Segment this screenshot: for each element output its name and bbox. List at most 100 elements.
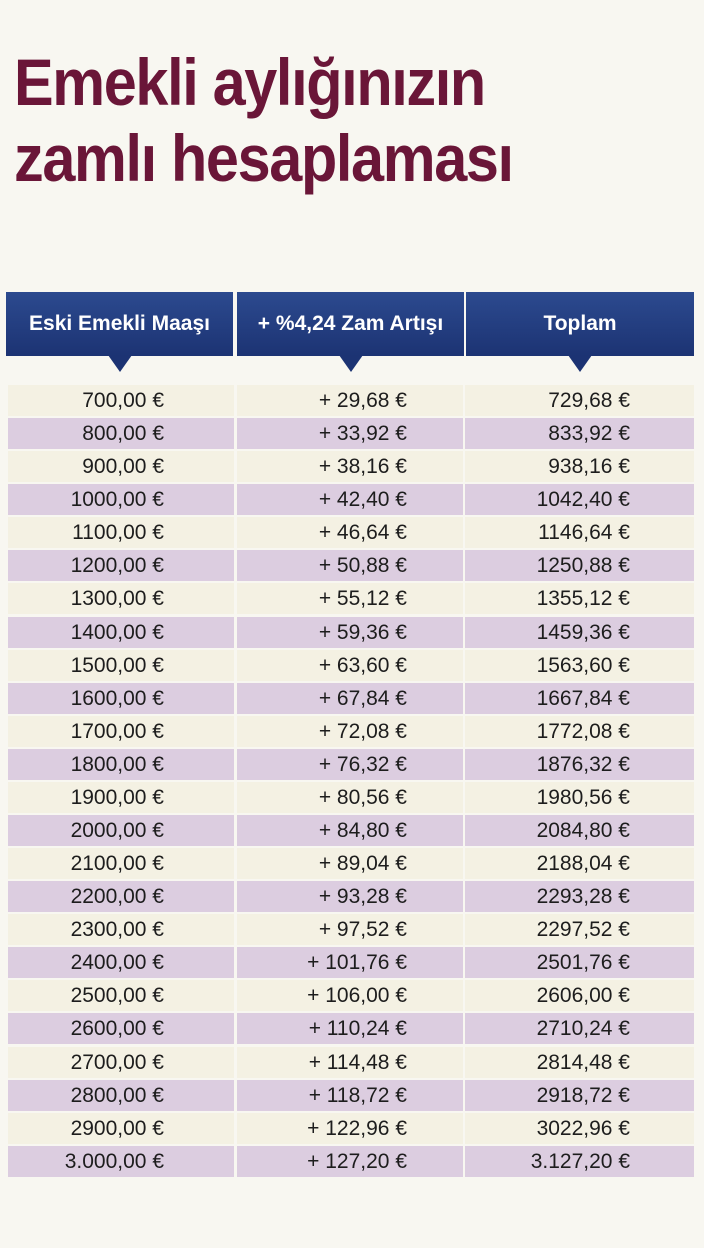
old-pension-cell: 1500,00 € xyxy=(8,649,234,681)
column-header-label: + %4,24 Zam Artışı xyxy=(257,312,444,335)
increase-cell: + 89,04 € xyxy=(237,848,463,880)
total-cell: 3022,96 € xyxy=(465,1112,694,1144)
table-row: 2000,00 € + 84,80 €2084,80 € xyxy=(8,815,694,847)
down-arrow-icon xyxy=(107,355,132,372)
increase-cell: + 33,92 € xyxy=(237,418,463,450)
total-cell: 1667,84 € xyxy=(465,682,694,714)
increase-cell: + 72,08 € xyxy=(237,715,463,747)
total-cell: 2501,76 € xyxy=(465,947,694,979)
total-cell: 1980,56 € xyxy=(465,781,694,813)
down-arrow-icon xyxy=(568,355,592,372)
old-pension-cell: 1900,00 € xyxy=(8,781,234,813)
table-row: 2500,00 € + 106,00 €2606,00 € xyxy=(8,980,694,1012)
old-pension-cell: 800,00 € xyxy=(8,418,234,450)
total-cell: 1772,08 € xyxy=(465,715,694,747)
table-row: 900,00 € + 38,16 €938,16 € xyxy=(8,451,694,483)
old-pension-cell: 2900,00 € xyxy=(8,1112,234,1144)
table-row: 1900,00 € + 80,56 €1980,56 € xyxy=(8,781,694,813)
table-body: 700,00 € + 29,68 €729,68 €800,00 € + 33,92… xyxy=(8,385,694,1179)
total-cell: 2710,24 € xyxy=(465,1013,694,1045)
increase-cell: + 76,32 € xyxy=(237,748,463,780)
table-row: 2400,00 € + 101,76 €2501,76 € xyxy=(8,947,694,979)
old-pension-cell: 1600,00 € xyxy=(8,682,234,714)
old-pension-cell: 2300,00 € xyxy=(8,914,234,946)
column-header-old-pension: Eski Emekli Maaşı xyxy=(6,292,233,372)
old-pension-cell: 2600,00 € xyxy=(8,1013,234,1045)
old-pension-cell: 1200,00 € xyxy=(8,550,234,582)
old-pension-cell: 1400,00 € xyxy=(8,616,234,648)
increase-cell: + 42,40 € xyxy=(237,484,463,516)
increase-cell: + 127,20 € xyxy=(237,1145,463,1177)
old-pension-cell: 2700,00 € xyxy=(8,1046,234,1078)
table-row: 2100,00 € + 89,04 €2188,04 € xyxy=(8,848,694,880)
increase-cell: + 106,00 € xyxy=(237,980,463,1012)
column-header-total: Toplam xyxy=(466,292,694,372)
page-title: Emekli aylığınızın zamlı hesaplaması xyxy=(14,44,626,196)
table-row: 2800,00 € + 118,72 €2918,72 € xyxy=(8,1079,694,1111)
table-row: 1300,00 € + 55,12 €1355,12 € xyxy=(8,583,694,615)
old-pension-cell: 2800,00 € xyxy=(8,1079,234,1111)
increase-cell: + 50,88 € xyxy=(237,550,463,582)
table-row: 1500,00 € + 63,60 €1563,60 € xyxy=(8,649,694,681)
increase-cell: + 80,56 € xyxy=(237,781,463,813)
total-cell: 2084,80 € xyxy=(465,815,694,847)
total-cell: 1459,36 € xyxy=(465,616,694,648)
increase-cell: + 101,76 € xyxy=(237,947,463,979)
old-pension-cell: 2000,00 € xyxy=(8,815,234,847)
total-cell: 1355,12 € xyxy=(465,583,694,615)
table-row: 2700,00 € + 114,48 €2814,48 € xyxy=(8,1046,694,1078)
increase-cell: + 122,96 € xyxy=(237,1112,463,1144)
table-row: 700,00 € + 29,68 €729,68 € xyxy=(8,385,694,416)
old-pension-cell: 1300,00 € xyxy=(8,583,234,615)
old-pension-cell: 1000,00 € xyxy=(8,484,234,516)
table-row: 2900,00 € + 122,96 €3022,96 € xyxy=(8,1112,694,1144)
down-arrow-icon xyxy=(338,355,363,372)
total-cell: 1146,64 € xyxy=(465,517,694,549)
increase-cell: + 38,16 € xyxy=(237,451,463,483)
total-cell: 938,16 € xyxy=(465,451,694,483)
total-cell: 1563,60 € xyxy=(465,649,694,681)
old-pension-cell: 2100,00 € xyxy=(8,848,234,880)
table-row: 2300,00 € + 97,52 €2297,52 € xyxy=(8,914,694,946)
old-pension-cell: 700,00 € xyxy=(8,385,234,416)
table-row: 2600,00 € + 110,24 €2710,24 € xyxy=(8,1013,694,1045)
column-header-label: Eski Emekli Maaşı xyxy=(29,312,210,335)
total-cell: 2293,28 € xyxy=(465,881,694,913)
table-row: 1100,00 € + 46,64 €1146,64 € xyxy=(8,517,694,549)
total-cell: 2918,72 € xyxy=(465,1079,694,1111)
total-cell: 1042,40 € xyxy=(465,484,694,516)
old-pension-cell: 2200,00 € xyxy=(8,881,234,913)
total-cell: 833,92 € xyxy=(465,418,694,450)
title-line-1: Emekli aylığınızın xyxy=(14,45,486,119)
increase-cell: + 29,68 € xyxy=(237,385,463,416)
old-pension-cell: 1700,00 € xyxy=(8,715,234,747)
old-pension-cell: 1100,00 € xyxy=(8,517,234,549)
increase-cell: + 118,72 € xyxy=(237,1079,463,1111)
old-pension-cell: 2500,00 € xyxy=(8,980,234,1012)
table-row: 1200,00 € + 50,88 €1250,88 € xyxy=(8,550,694,582)
column-header-label: Toplam xyxy=(543,312,617,335)
total-cell: 3.127,20 € xyxy=(465,1145,694,1177)
increase-cell: + 46,64 € xyxy=(237,517,463,549)
old-pension-cell: 2400,00 € xyxy=(8,947,234,979)
increase-cell: + 97,52 € xyxy=(237,914,463,946)
total-cell: 2606,00 € xyxy=(465,980,694,1012)
increase-cell: + 67,84 € xyxy=(237,682,463,714)
table-row: 3.000,00 € + 127,20 €3.127,20 € xyxy=(8,1145,694,1177)
title-line-2: zamlı hesaplaması xyxy=(14,121,514,195)
table-row: 1400,00 € + 59,36 €1459,36 € xyxy=(8,616,694,648)
table-row: 1600,00 € + 67,84 €1667,84 € xyxy=(8,682,694,714)
old-pension-cell: 3.000,00 € xyxy=(8,1145,234,1177)
increase-cell: + 114,48 € xyxy=(237,1046,463,1078)
total-cell: 1250,88 € xyxy=(465,550,694,582)
increase-cell: + 63,60 € xyxy=(237,649,463,681)
old-pension-cell: 900,00 € xyxy=(8,451,234,483)
table-row: 1800,00 € + 76,32 €1876,32 € xyxy=(8,748,694,780)
table-row: 2200,00 € + 93,28 €2293,28 € xyxy=(8,881,694,913)
table-row: 1000,00 € + 42,40 €1042,40 € xyxy=(8,484,694,516)
old-pension-cell: 1800,00 € xyxy=(8,748,234,780)
table-header: Eski Emekli Maaşı + %4,24 Zam Artışı Top… xyxy=(6,292,694,372)
total-cell: 2188,04 € xyxy=(465,848,694,880)
total-cell: 2814,48 € xyxy=(465,1046,694,1078)
increase-cell: + 84,80 € xyxy=(237,815,463,847)
